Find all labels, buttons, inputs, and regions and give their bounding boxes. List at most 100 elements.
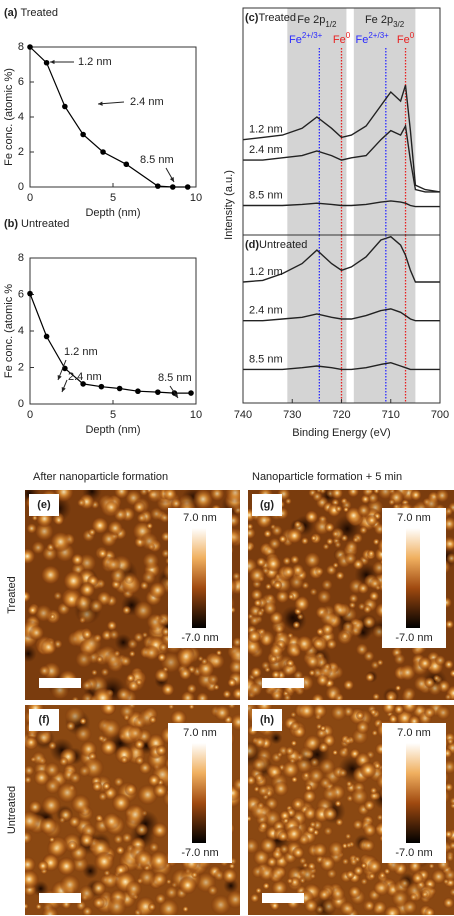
- arrow-head: [50, 59, 55, 65]
- shaded-region: [287, 8, 347, 235]
- afm-grain: [343, 736, 353, 746]
- data-point: [80, 381, 86, 387]
- afm-grain: [314, 566, 325, 577]
- afm-grain: [71, 696, 79, 700]
- afm-grain: [139, 580, 150, 591]
- afm-grain: [168, 705, 175, 710]
- afm-grain: [188, 705, 195, 710]
- afm-grain: [38, 665, 51, 677]
- afm-grain: [255, 511, 273, 529]
- afm-grain: [191, 871, 199, 879]
- afm-grain: [322, 543, 330, 551]
- afm-grain: [393, 653, 406, 666]
- afm-grain: [281, 760, 300, 779]
- afm-grain: [164, 885, 179, 900]
- afm-grain: [34, 521, 55, 542]
- axes-frame: [29, 46, 197, 188]
- afm-grain: [207, 673, 220, 686]
- afm-grain: [125, 880, 143, 898]
- afm-grain: [289, 554, 300, 565]
- afm-grain: [309, 587, 318, 597]
- afm-grain: [265, 593, 275, 603]
- afm-grain: [37, 860, 49, 872]
- afm-grain: [284, 746, 295, 756]
- afm-grain: [249, 893, 260, 903]
- colorbar-min: -7.0 nm: [395, 847, 432, 859]
- afm-grain: [362, 823, 377, 838]
- afm-grain: [351, 618, 365, 633]
- afm-grain: [449, 796, 454, 806]
- afm-grain: [76, 498, 86, 508]
- afm-grain: [355, 720, 370, 735]
- afm-grain: [67, 840, 78, 851]
- afm-grain: [442, 878, 450, 885]
- afm-grain: [44, 761, 61, 778]
- afm-grain: [290, 739, 298, 747]
- colorbar-max: 7.0 nm: [397, 727, 431, 739]
- afm-grain: [319, 855, 336, 872]
- afm-grain: [335, 818, 344, 827]
- y-tick-label: 8: [18, 41, 24, 53]
- x-tick-label: 710: [382, 409, 400, 421]
- data-line: [29, 293, 191, 394]
- afm-grain: [53, 591, 63, 601]
- afm-grain: [152, 783, 168, 799]
- afm-grain: [142, 552, 160, 570]
- afm-grain: [310, 534, 317, 542]
- afm-grain: [124, 803, 146, 826]
- afm-grain: [146, 613, 165, 631]
- afm-grain: [93, 851, 115, 872]
- afm-grain: [318, 757, 336, 775]
- colorbar-max: 7.0 nm: [183, 727, 217, 739]
- afm-grain: [281, 663, 295, 677]
- afm-pit: [114, 633, 132, 652]
- afm-grain: [162, 490, 178, 502]
- afm-grain: [151, 822, 169, 839]
- afm-grain: [209, 490, 225, 502]
- afm-grain: [224, 490, 240, 504]
- afm-grain: [74, 725, 92, 743]
- afm-grain: [248, 775, 257, 786]
- afm-grain: [58, 816, 66, 824]
- afm-grain: [229, 645, 240, 664]
- afm-grain: [311, 491, 323, 502]
- column-title: After nanoparticle formation: [33, 471, 168, 483]
- colorbar-min: -7.0 nm: [395, 632, 432, 644]
- afm-grain: [256, 609, 265, 618]
- afm-grain: [297, 705, 316, 720]
- afm-grain: [341, 857, 350, 866]
- afm-grain: [100, 530, 118, 548]
- x-tick-label: 0: [27, 409, 33, 421]
- afm-grain: [255, 556, 267, 568]
- afm-grain: [253, 736, 267, 749]
- afm-grain: [282, 565, 296, 579]
- afm-grain: [352, 819, 364, 831]
- afm-grain: [59, 874, 81, 896]
- region-label-main: Fe 2p: [297, 14, 325, 26]
- annotation: 8.5 nm: [158, 372, 192, 384]
- region-label-sub: 3/2: [393, 20, 405, 29]
- afm-grain: [133, 632, 145, 643]
- afm-grain: [312, 637, 324, 650]
- afm-grain: [31, 540, 46, 555]
- afm-grain: [352, 536, 360, 544]
- afm-grain: [257, 784, 270, 797]
- afm-grain: [288, 574, 305, 590]
- afm-grain: [342, 506, 350, 513]
- y-axis-label: Fe conc. (atomic %): [3, 68, 15, 166]
- afm-grain: [81, 629, 93, 640]
- scale-bar: [39, 678, 81, 688]
- afm-grain: [289, 721, 301, 732]
- afm-grain: [423, 706, 436, 719]
- afm-grain: [178, 875, 198, 895]
- afm-grain: [309, 873, 317, 880]
- data-point: [27, 44, 33, 50]
- afm-grain: [104, 500, 119, 515]
- y-axis-label: Fe conc. (atomic %: [3, 284, 15, 378]
- panel-title: (d)Untreated: [245, 239, 307, 251]
- afm-grain: [287, 593, 295, 601]
- afm-grain: [148, 581, 167, 599]
- afm-grain: [56, 856, 76, 876]
- scale-bar: [262, 893, 304, 903]
- afm-grain: [330, 705, 348, 722]
